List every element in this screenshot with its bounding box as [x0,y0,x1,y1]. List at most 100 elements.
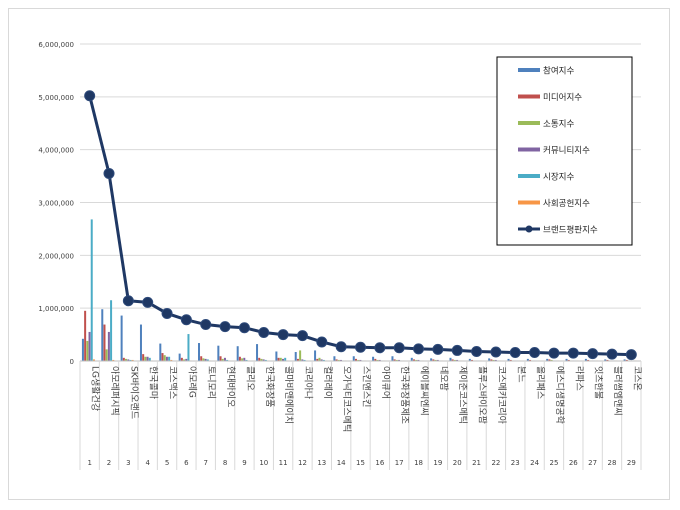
line-point [529,347,541,359]
bar [187,334,190,361]
bar [316,358,319,361]
bar [245,359,248,361]
bar [398,359,401,361]
bar [281,358,284,361]
bar [606,359,609,361]
bar [223,357,226,361]
bar [127,359,130,361]
line-point [219,321,231,333]
bar [260,358,263,361]
x-category-number: 13 [317,459,326,467]
bar [103,324,106,361]
bar [206,359,209,361]
x-category-label: SK바이오랜드 [128,366,139,419]
x-category-label: 클리오 [244,366,255,391]
x-axis [79,360,642,470]
bar [105,349,108,361]
line-point [296,330,308,342]
x-category-number: 3 [126,459,130,467]
line-point [393,342,405,354]
bar [623,359,626,361]
x-category-number: 9 [242,459,246,467]
y-tick-label: 3,000,000 [38,200,74,208]
x-category-number: 11 [279,459,288,467]
x-category-number: 21 [472,459,481,467]
bar [432,359,435,361]
line-point [355,341,366,353]
x-category-label: 컬러레이 [322,366,333,399]
x-category-number: 5 [165,459,169,467]
bar [139,324,142,361]
x-category-number: 4 [145,459,150,467]
bar [258,357,261,361]
bar [243,357,246,361]
bar [168,356,171,361]
bar [262,359,265,361]
x-category-label: 현대바이오 [225,366,236,407]
bar [526,358,529,361]
legend-label: 소통지수 [543,120,574,130]
bar [277,357,280,361]
line-point [316,336,328,348]
x-category-number: 12 [298,459,307,467]
x-category-label: 스킨앤스킨 [361,366,372,407]
bar [430,358,433,361]
bar [204,358,207,361]
x-category-number: 18 [414,459,423,467]
x-category-label: 코스온 [631,366,642,391]
y-tick-label: 4,000,000 [38,147,74,155]
line-point [432,343,444,355]
line-point [413,343,425,355]
bar [453,359,456,361]
bar [391,356,394,361]
x-category-label: 플루스바이오팜 [477,366,488,424]
bar [507,358,510,361]
bar [322,359,325,361]
x-category-label: 한국화장품 [264,366,275,407]
x-category-label: LG생활건강 [90,366,102,411]
legend-swatch [518,200,540,205]
x-category-number: 26 [569,459,578,467]
bar [264,359,267,361]
bar [238,356,241,361]
x-category-label: 올리패스 [535,366,546,399]
line-point [142,296,154,308]
bar [86,340,89,361]
bar [146,356,149,361]
legend-label: 커뮤니티지수 [543,145,590,156]
bar [221,358,224,361]
bar [354,358,357,361]
bar [492,359,495,361]
bar [587,359,590,361]
bar [393,359,396,361]
bar [284,357,287,361]
bar [494,359,497,361]
legend-label: 사회공헌지수 [543,199,590,209]
line-point [238,322,250,334]
x-category-label: 잇츠한불 [593,366,605,399]
bar [112,359,115,361]
x-category-label: 제이준코스메틱 [457,366,469,424]
y-tick-label: 2,000,000 [38,252,74,260]
x-category-label: 아모레퍼시픽 [109,366,120,416]
bar [226,359,229,361]
bar [256,344,259,361]
bar [565,358,568,361]
x-category-number: 29 [627,459,636,467]
x-category-number: 15 [356,459,365,467]
bar [88,331,91,361]
bar [333,356,336,361]
y-tick-label: 0 [70,358,74,366]
line-point [451,344,463,356]
legend-swatch [518,147,540,152]
x-category-label: 오가닉티코스메틱 [341,366,353,432]
bar [122,357,125,361]
bar [219,356,222,361]
x-category-number: 10 [259,459,268,467]
bar [378,359,381,361]
x-category-number: 6 [184,459,189,467]
x-category-label: 코스메카코리아 [496,366,507,425]
bar [374,358,377,361]
x-category-number: 1 [87,459,91,467]
x-category-number: 25 [549,459,558,467]
